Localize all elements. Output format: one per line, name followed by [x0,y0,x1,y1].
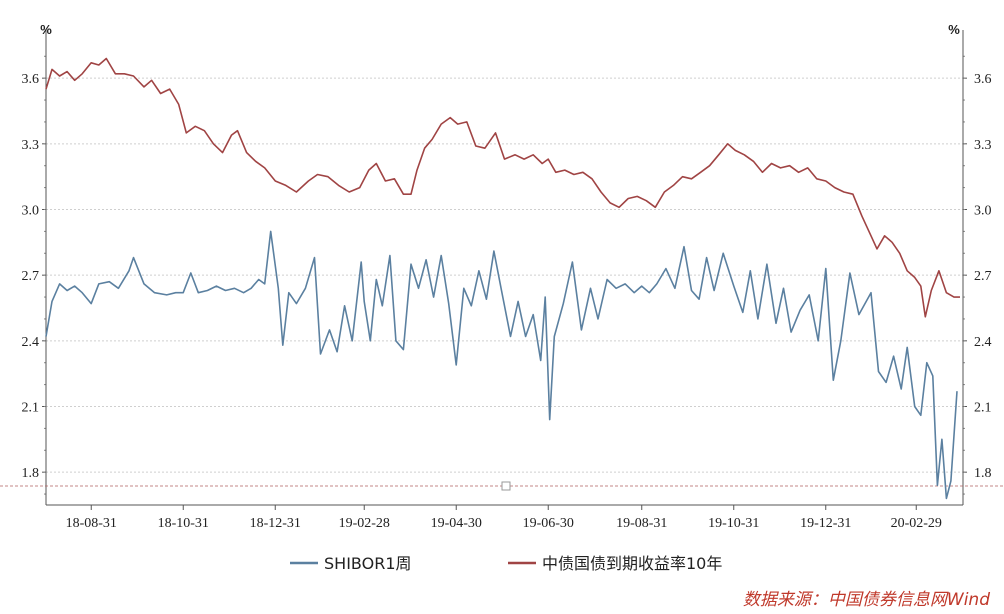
x-tick-label-1: 18-10-31 [158,516,209,531]
series-line-1 [45,57,960,318]
x-tick-label-3: 19-02-28 [339,516,390,531]
right-tick-label-1: 2.1 [974,400,992,415]
right-tick-label-5: 3.3 [974,138,992,153]
source-note: 数据来源：中国债券信息网Wind [742,590,990,610]
left-tick-label-6: 3.6 [22,72,40,87]
left-tick-label-4: 3.0 [22,203,40,218]
series-lines [45,57,960,500]
left-unit-label: % [40,22,52,37]
right-tick-label-2: 2.4 [974,335,992,350]
right-tick-label-0: 1.8 [974,466,992,481]
right-tick-label-3: 2.7 [974,269,992,284]
x-tick-label-5: 19-06-30 [523,516,574,531]
x-tick-label-8: 19-12-31 [800,516,851,531]
left-tick-label-3: 2.7 [22,269,40,284]
x-tick-label-4: 19-04-30 [431,516,482,531]
legend: SHIBOR1周 中债国债到期收益率10年 [290,554,722,573]
left-tick-label-5: 3.3 [22,138,40,153]
right-tick-label-4: 3.0 [974,203,992,218]
x-tick-label-2: 18-12-31 [250,516,301,531]
left-tick-label-2: 2.4 [22,335,40,350]
axes: 1.8 1.8 2.1 2.1 2.4 2.4 2.7 2.7 3.0 3.0 3.3 3.3 3.6 3… [0,22,1004,531]
right-tick-label-6: 3.6 [974,72,992,87]
x-tick-label-6: 19-08-31 [616,516,667,531]
x-tick-label-0: 18-08-31 [66,516,117,531]
left-tick-label-1: 2.1 [22,400,40,415]
left-tick-label-0: 1.8 [22,466,40,481]
legend-label-0: SHIBOR1周 [324,554,412,573]
legend-label-1: 中债国债到期收益率10年 [542,554,722,573]
x-tick-label-7: 19-10-31 [708,516,759,531]
right-unit-label: % [948,22,960,37]
baseline-handle [501,481,511,491]
gridlines [46,77,963,473]
series-line-0 [45,230,958,500]
x-tick-label-9: 20-02-29 [891,516,942,531]
